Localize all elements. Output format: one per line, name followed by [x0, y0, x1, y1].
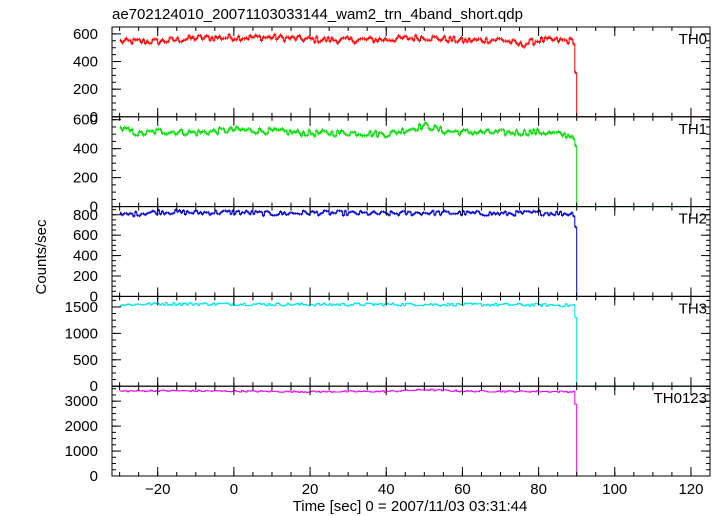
panel-label-th2: TH2 [679, 211, 707, 228]
x-tick-label: 40 [378, 481, 395, 498]
panel-th1: 0 200 400 600 TH1 [73, 112, 711, 216]
y-tick-label: 0 [90, 109, 98, 126]
x-tick-label: 0 [230, 481, 238, 498]
panel-label-th0123: TH0123 [654, 390, 707, 407]
y-tick-label: 500 [73, 352, 98, 369]
series-line-th1 [119, 122, 699, 208]
x-tick-label: 20 [302, 481, 319, 498]
y-tick-label: 0 [90, 199, 98, 216]
y-tick-label: 600 [73, 227, 98, 244]
y-tick-label: 600 [73, 26, 98, 43]
error-bars-th0 [120, 32, 577, 75]
panels: 0 200 400 600 TH0 0 200 400 600 TH1 0 200 400 600 800 T… [65, 26, 711, 485]
y-tick-label: 2000 [65, 418, 98, 435]
series-line-th3 [119, 302, 699, 387]
panel-frame [111, 26, 711, 118]
error-bars-th0123 [120, 388, 577, 405]
panel-label-th0: TH0 [679, 31, 707, 48]
error-bars-th2 [120, 208, 577, 229]
y-tick-label: 0 [90, 378, 98, 395]
x-axis-label: Time [sec] 0 = 2007/11/03 03:31:44 [293, 498, 528, 515]
series-line-th0123 [119, 388, 699, 477]
series-line-th0 [119, 34, 699, 118]
y-axis-label: Counts/sec [33, 219, 50, 295]
panel-frame [111, 295, 711, 387]
y-tick-label: 0 [90, 288, 98, 305]
panel-label-th1: TH1 [679, 121, 707, 138]
chart-title: ae702124010_20071103033144_wam2_trn_4ban… [112, 6, 523, 23]
y-tick-label: 1000 [65, 443, 98, 460]
panel-label-th3: TH3 [679, 300, 707, 317]
x-axis-tick-labels: −20 0 20 40 60 80 100 120 [145, 481, 703, 498]
panel-th2: 0 200 400 600 800 TH2 [73, 206, 711, 305]
y-tick-label: 400 [73, 248, 98, 265]
y-tick-label: 400 [73, 54, 98, 71]
panel-th0123: 0 1000 2000 3000 TH0123 [65, 385, 711, 485]
y-tick-label: 200 [73, 81, 98, 98]
panel-th3: 0 500 1000 1500 TH3 [65, 295, 711, 395]
x-tick-label: 60 [454, 481, 471, 498]
x-tick-label: 100 [602, 481, 627, 498]
series-line-th2 [119, 209, 699, 297]
y-tick-label: 1500 [65, 299, 98, 316]
x-tick-label: −20 [145, 481, 170, 498]
y-tick-label: 200 [73, 170, 98, 187]
y-tick-label: 0 [90, 468, 98, 485]
panel-frame [111, 206, 711, 297]
y-tick-label: 3000 [65, 393, 98, 410]
error-bars-th1 [120, 120, 577, 148]
x-tick-label: 80 [530, 481, 547, 498]
error-bars-th3 [120, 301, 577, 319]
y-tick-label: 600 [73, 112, 98, 129]
panel-frame [111, 116, 711, 208]
y-tick-label: 1000 [65, 325, 98, 342]
panel-frame [111, 385, 711, 477]
x-tick-label: 120 [678, 481, 703, 498]
panel-th0: 0 200 400 600 TH0 [73, 26, 711, 126]
y-tick-label: 800 [73, 207, 98, 224]
y-tick-label: 200 [73, 268, 98, 285]
y-tick-label: 400 [73, 141, 98, 158]
